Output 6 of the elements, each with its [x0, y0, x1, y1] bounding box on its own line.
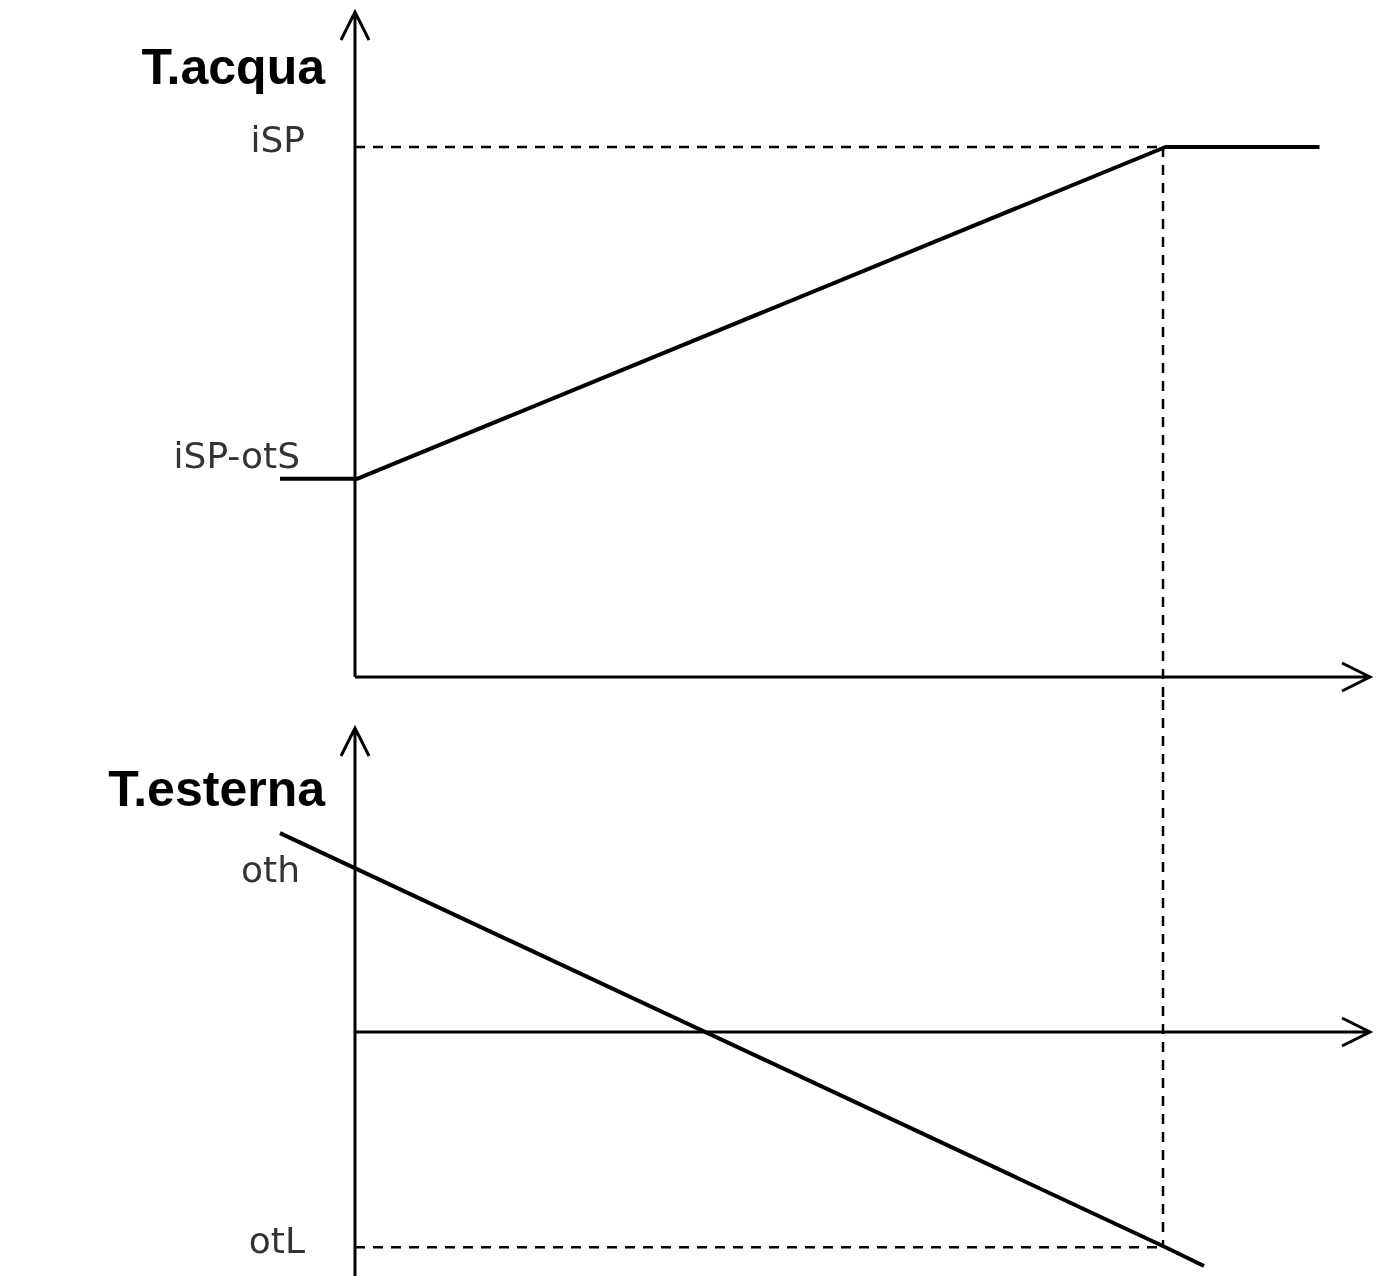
annotation: oth [241, 849, 300, 891]
ref-line-label: otL [248, 1219, 305, 1261]
ref-line-label: iSP [250, 119, 305, 161]
y-axis-title: T.esterna [108, 760, 327, 817]
y-axis-title: T.acqua [141, 38, 327, 95]
annotation: iSP-otS [173, 435, 300, 477]
